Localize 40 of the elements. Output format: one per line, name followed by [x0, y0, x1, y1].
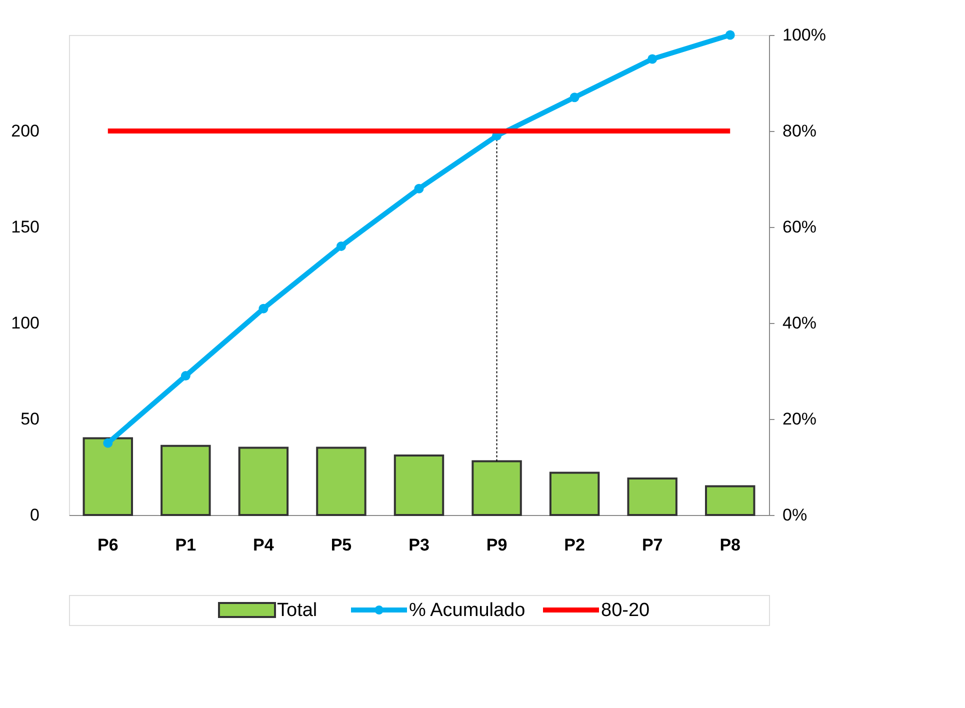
point [103, 438, 113, 448]
x-tick-label: P4 [253, 536, 274, 554]
bar [316, 446, 366, 516]
point [414, 184, 424, 194]
x-tick-label: P7 [642, 536, 663, 554]
y-tick-label: 200 [11, 122, 40, 140]
x-tick-label: P2 [564, 536, 585, 554]
legend-label: % Acumulado [409, 600, 526, 621]
y2-tick-label: 100% [782, 26, 826, 44]
x-tick-label: P9 [486, 536, 508, 554]
x-tick-label: P1 [175, 536, 196, 554]
y-tick-label: 0 [30, 506, 40, 524]
point [336, 241, 346, 251]
bar [82, 437, 133, 516]
x-tick-label: P5 [330, 536, 352, 554]
legend-label: 80-20 [601, 600, 650, 621]
y2-tick-label: 0% [782, 506, 808, 524]
point [725, 30, 735, 40]
y2-tick-label: 80% [782, 122, 817, 140]
bar [472, 460, 522, 516]
x-tick-label: P6 [97, 536, 118, 554]
point [570, 92, 580, 102]
x-tick-label: P8 [720, 536, 741, 554]
y-tick-label: 150 [11, 218, 40, 236]
bar [160, 444, 211, 516]
y-tick-label: 50 [20, 410, 40, 428]
y-tick-label: 100 [11, 314, 40, 332]
y2-tick-label: 40% [782, 314, 817, 332]
x-tick-label: P3 [408, 536, 430, 554]
point [258, 304, 268, 314]
point [180, 371, 190, 381]
bar [627, 478, 678, 516]
bar [394, 454, 444, 516]
bar [705, 485, 756, 516]
legend-label: Total [277, 600, 318, 621]
y2-tick-label: 60% [782, 218, 817, 236]
bar [549, 472, 600, 516]
point [648, 54, 658, 64]
y2-tick-label: 20% [782, 410, 817, 428]
bar [238, 446, 289, 516]
